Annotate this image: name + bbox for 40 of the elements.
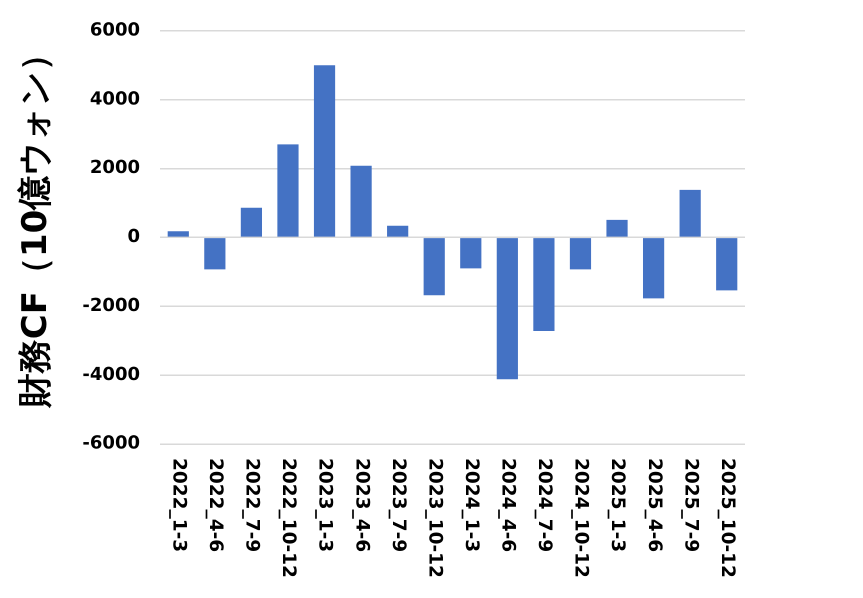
bar <box>277 144 299 237</box>
x-tick-label: 2022_1-3 <box>168 458 190 552</box>
bar <box>204 238 226 270</box>
bar <box>496 238 518 380</box>
y-tick-label: -6000 <box>82 432 140 454</box>
y-tick-label: 6000 <box>90 19 140 40</box>
y-tick-label: -4000 <box>82 364 140 385</box>
bar <box>424 238 445 296</box>
bar <box>350 166 372 237</box>
bar <box>240 208 262 237</box>
x-tick-label: 2022_10-12 <box>278 458 300 578</box>
x-tick-label: 2025_1-3 <box>607 458 628 552</box>
x-tick-label: 2023_4-6 <box>351 458 372 552</box>
bar <box>642 238 664 298</box>
x-tick-label: 2025_10-12 <box>716 458 738 578</box>
x-tick-label: 2022_7-9 <box>242 458 263 552</box>
y-tick-label: -2000 <box>82 294 140 316</box>
bar <box>570 238 592 270</box>
y-tick-label: 4000 <box>90 88 140 110</box>
x-tick-label: 2023_10-12 <box>424 458 446 578</box>
x-tick-label: 2025_7-9 <box>680 458 702 552</box>
bar <box>533 238 555 332</box>
x-tick-label: 2024_10-12 <box>570 458 592 578</box>
x-tick-label: 2022_4-6 <box>205 458 226 552</box>
x-tick-label: 2024_1-3 <box>460 458 482 552</box>
x-tick-label: 2024_7-9 <box>534 458 556 552</box>
bar <box>314 65 336 237</box>
x-tick-label: 2023_1-3 <box>314 458 336 552</box>
x-tick-label: 2024_4-6 <box>498 458 519 552</box>
y-tick-label: 2000 <box>90 157 140 178</box>
x-tick-label: 2023_7-9 <box>388 458 409 552</box>
bar <box>716 238 738 290</box>
y-axis-title: 財務CF（10億ウォン） <box>14 36 55 408</box>
bar <box>606 220 628 237</box>
y-tick-label: 0 <box>127 226 140 248</box>
x-tick-label: 2025_4-6 <box>644 458 665 552</box>
bar <box>460 238 482 268</box>
bar <box>387 226 408 237</box>
bar <box>168 231 189 237</box>
bar <box>680 190 701 237</box>
